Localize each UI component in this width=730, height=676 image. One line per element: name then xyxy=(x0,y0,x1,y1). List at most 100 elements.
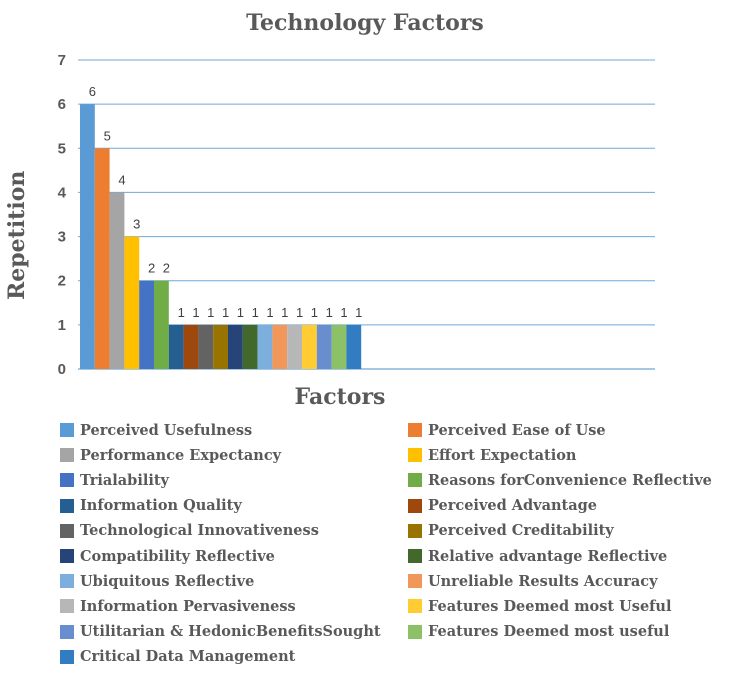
legend-label: Perceived Creditability xyxy=(428,522,614,540)
legend-swatch xyxy=(60,599,74,614)
legend-swatch xyxy=(60,624,74,639)
legend-item: Utilitarian & HedonicBenefitsSought xyxy=(60,622,381,642)
data-label: 1 xyxy=(340,305,347,320)
legend-swatch xyxy=(60,448,74,463)
legend-swatch xyxy=(60,473,74,488)
legend-label: Technological Innovativeness xyxy=(80,522,319,540)
data-label: 1 xyxy=(222,305,229,320)
legend-label: Relative advantage Reflective xyxy=(428,547,668,565)
legend-item: Critical Data Management xyxy=(60,647,295,667)
data-label: 1 xyxy=(355,305,362,320)
y-tick-label: 3 xyxy=(58,229,66,246)
data-label: 1 xyxy=(207,305,214,320)
y-tick-label: 7 xyxy=(58,52,66,69)
bar xyxy=(302,324,317,369)
data-label: 1 xyxy=(178,305,185,320)
data-label: 1 xyxy=(311,305,318,320)
bar xyxy=(168,324,184,369)
legend-label: Compatibility Reflective xyxy=(80,547,275,565)
y-tick-label: 5 xyxy=(58,140,66,157)
legend-item: Ubiquitous Reflective xyxy=(60,571,254,591)
legend-label: Perceived Ease of Use xyxy=(428,421,606,439)
bar xyxy=(124,236,140,369)
legend-item: Information Pervasiveness xyxy=(60,596,296,616)
bar xyxy=(213,324,228,369)
data-label: 1 xyxy=(296,305,303,320)
data-label: 2 xyxy=(163,261,170,276)
data-label: 1 xyxy=(281,305,288,320)
legend-swatch xyxy=(60,523,74,538)
bar xyxy=(346,324,362,369)
legend-swatch xyxy=(408,549,422,563)
legend-label: Features Deemed most useful xyxy=(428,623,670,641)
bar xyxy=(80,104,95,370)
legend-swatch xyxy=(408,523,422,538)
legend-item: Features Deemed most useful xyxy=(408,622,669,642)
legend-item: Features Deemed most Useful xyxy=(408,596,671,616)
legend-swatch xyxy=(408,498,422,513)
legend-label: Features Deemed most Useful xyxy=(428,597,672,615)
legend-swatch xyxy=(408,473,422,488)
legend-swatch xyxy=(60,649,74,664)
bar xyxy=(331,324,347,369)
data-label: 6 xyxy=(89,84,96,99)
legend-label: Critical Data Management xyxy=(80,648,296,666)
legend-item: Perceived Usefulness xyxy=(60,420,252,440)
legend-swatch xyxy=(408,624,422,639)
data-label: 1 xyxy=(237,305,244,320)
legend-swatch xyxy=(408,448,422,463)
legend-item: Performance Expectancy xyxy=(60,445,281,465)
bar xyxy=(272,324,288,369)
bar xyxy=(94,148,110,369)
legend-swatch xyxy=(408,574,422,589)
y-tick-label: 0 xyxy=(58,361,66,378)
legend-item: Compatibility Reflective xyxy=(60,546,275,566)
legend-label: Perceived Advantage xyxy=(428,497,597,515)
bar xyxy=(316,324,332,369)
legend-item: Perceived Advantage xyxy=(408,496,597,516)
chart-title: Technology Factors xyxy=(246,10,484,36)
legend-swatch xyxy=(408,599,422,614)
legend-swatch xyxy=(60,423,74,437)
bar xyxy=(287,324,302,369)
bar xyxy=(198,324,214,369)
legend-item: Reasons forConvenience Reflective xyxy=(408,470,712,490)
legend-label: Trialability xyxy=(80,471,169,489)
bar xyxy=(242,324,258,369)
bar xyxy=(109,192,125,369)
bar xyxy=(139,280,154,369)
bar xyxy=(257,324,273,369)
legend-item: Perceived Creditability xyxy=(408,521,614,541)
legend-item: Relative advantage Reflective xyxy=(408,546,667,566)
legend-item: Trialability xyxy=(60,470,169,490)
y-tick-label: 4 xyxy=(58,184,67,201)
data-label: 1 xyxy=(252,305,259,320)
legend-swatch xyxy=(60,574,74,589)
y-tick-label: 1 xyxy=(58,317,66,334)
legend-swatch xyxy=(408,423,422,437)
y-tick-label: 2 xyxy=(58,273,66,290)
legend-label: Information Quality xyxy=(80,497,242,515)
data-label: 1 xyxy=(266,305,273,320)
legend-label: Unreliable Results Accuracy xyxy=(428,572,658,590)
legend-label: Effort Expectation xyxy=(428,446,577,464)
bar xyxy=(154,280,169,369)
legend-item: Information Quality xyxy=(60,496,242,516)
legend-label: Perceived Usefulness xyxy=(80,421,253,439)
legend-swatch xyxy=(60,549,74,563)
data-label: 2 xyxy=(148,261,155,276)
y-tick-label: 6 xyxy=(58,96,66,113)
data-label: 1 xyxy=(326,305,333,320)
bar xyxy=(228,324,243,369)
data-label: 5 xyxy=(104,128,111,143)
data-label: 4 xyxy=(118,172,125,187)
legend-swatch xyxy=(60,498,74,513)
legend-item: Technological Innovativeness xyxy=(60,521,319,541)
legend-label: Ubiquitous Reflective xyxy=(80,572,255,590)
bar xyxy=(183,324,199,369)
x-axis-label: Factors xyxy=(294,384,386,410)
data-label: 3 xyxy=(133,217,140,232)
legend-item: Effort Expectation xyxy=(408,445,576,465)
